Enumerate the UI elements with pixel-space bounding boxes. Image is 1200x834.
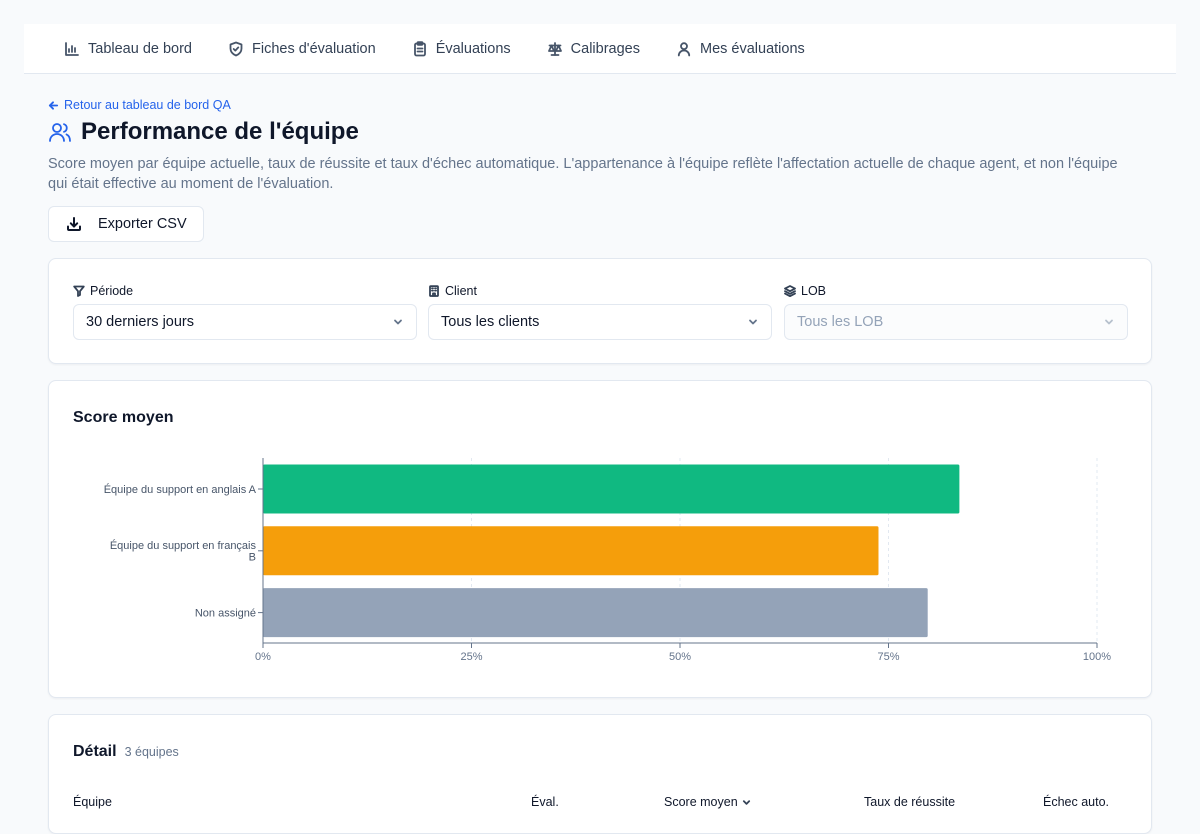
average-score-chart-card: Score moyen 0% 25% 50% 75% 100% Équipe du sup… <box>48 380 1152 698</box>
client-label-text: Client <box>445 284 477 298</box>
layers-icon <box>784 285 796 297</box>
period-filter-label: Période <box>73 283 417 299</box>
average-score-bar-chart: 0% 25% 50% 75% 100% Équipe du support en angl… <box>104 458 1111 663</box>
arrow-left-icon <box>48 100 59 110</box>
column-header-evaluations-label: Éval. <box>531 795 559 809</box>
period-filter: Période 30 derniers jours <box>73 283 417 340</box>
nav-item-evaluation-forms[interactable]: Fiches d'évaluation <box>228 41 376 57</box>
page-header: Performance de l'équipe <box>48 118 359 146</box>
clipboard-icon <box>413 40 426 56</box>
nav-item-label: Évaluations <box>435 40 511 57</box>
chevron-down-icon <box>749 319 757 325</box>
bar-chart-icon <box>65 41 79 56</box>
x-tick-label: 100% <box>1083 651 1111 663</box>
column-header-pass-rate-label: Taux de réussite <box>864 795 956 809</box>
back-link-label: Retour au tableau de bord QA <box>64 98 231 112</box>
lob-label-text: LOB <box>801 284 827 298</box>
page-description: Score moyen par équipe actuelle, taux de… <box>48 156 1118 192</box>
column-header-auto-fail[interactable]: Échec auto. <box>1043 795 1109 809</box>
nav-item-dashboard[interactable]: Tableau de bord <box>64 41 192 57</box>
lob-select-value: Tous les LOB <box>797 314 884 330</box>
lob-filter-label: LOB <box>784 283 1128 299</box>
column-header-auto-fail-label: Échec auto. <box>1043 795 1110 809</box>
lob-select: Tous les LOB <box>784 304 1128 340</box>
bar-1 <box>263 526 879 576</box>
page-title: Performance de l'équipe <box>81 118 359 145</box>
shield-check-icon <box>229 41 243 56</box>
nav-item-label: Tableau de bord <box>88 40 192 57</box>
chevron-down-icon <box>1105 319 1113 325</box>
column-header-evaluations[interactable]: Éval. <box>531 795 559 809</box>
filters-panel: Période 30 derniers jours Client Tous le… <box>48 258 1152 364</box>
user-icon <box>677 41 691 56</box>
column-header-team-label: Équipe <box>73 795 112 809</box>
detail-title: Détail <box>73 743 117 760</box>
export-csv-button[interactable]: Exporter CSV <box>48 206 204 242</box>
client-filter: Client Tous les clients <box>428 283 772 340</box>
x-tick-label: 25% <box>460 651 482 663</box>
nav-item-label: Mes évaluations <box>699 40 805 57</box>
nav-item-label: Calibrages <box>570 40 640 57</box>
filter-icon <box>73 285 85 297</box>
lob-filter: LOB Tous les LOB <box>784 283 1128 340</box>
bar-0 <box>263 464 960 514</box>
x-tick-label: 50% <box>669 651 691 663</box>
chevron-down-icon <box>394 319 402 325</box>
client-filter-label: Client <box>428 283 772 299</box>
bar-2 <box>263 588 928 638</box>
chart-title: Score moyen <box>73 409 174 426</box>
back-to-qa-dashboard-link[interactable]: Retour au tableau de bord QA <box>48 98 231 112</box>
nav-item-calibrations[interactable]: Calibrages <box>547 41 640 57</box>
period-select[interactable]: 30 derniers jours <box>73 304 417 340</box>
building-icon <box>429 285 439 297</box>
nav-item-label: Fiches d'évaluation <box>252 40 376 57</box>
y-category-label: Équipe du support en anglais A <box>104 483 257 496</box>
sort-chevron-down-icon <box>742 799 750 805</box>
scale-icon <box>547 41 562 56</box>
download-icon <box>67 217 81 231</box>
nav-item-my-evaluations[interactable]: Mes évaluations <box>676 41 805 57</box>
detail-header: Détail 3 équipes <box>73 743 179 761</box>
x-tick-label: 75% <box>877 651 899 663</box>
y-category-label: Non assigné <box>195 608 256 620</box>
x-tick-label: 0% <box>255 651 271 663</box>
column-header-average-score-label: Score moyen <box>664 795 738 809</box>
users-icon <box>49 123 71 142</box>
period-select-value: 30 derniers jours <box>86 314 194 330</box>
column-header-team[interactable]: Équipe <box>73 795 112 809</box>
team-count: 3 équipes <box>124 745 179 759</box>
column-header-average-score[interactable]: Score moyen <box>664 795 751 809</box>
detail-table-card: Détail 3 équipes Équipe Éval. Score moye… <box>48 714 1152 834</box>
client-select[interactable]: Tous les clients <box>428 304 772 340</box>
top-navigation: Tableau de bord Fiches d'évaluation Éval… <box>24 24 1176 74</box>
period-label-text: Période <box>90 284 134 298</box>
client-select-value: Tous les clients <box>441 314 540 330</box>
y-category-label: Équipe du support en français B <box>110 539 257 564</box>
column-header-pass-rate[interactable]: Taux de réussite <box>864 795 955 809</box>
export-csv-label: Exporter CSV <box>98 216 187 232</box>
nav-item-evaluations[interactable]: Évaluations <box>412 41 511 57</box>
